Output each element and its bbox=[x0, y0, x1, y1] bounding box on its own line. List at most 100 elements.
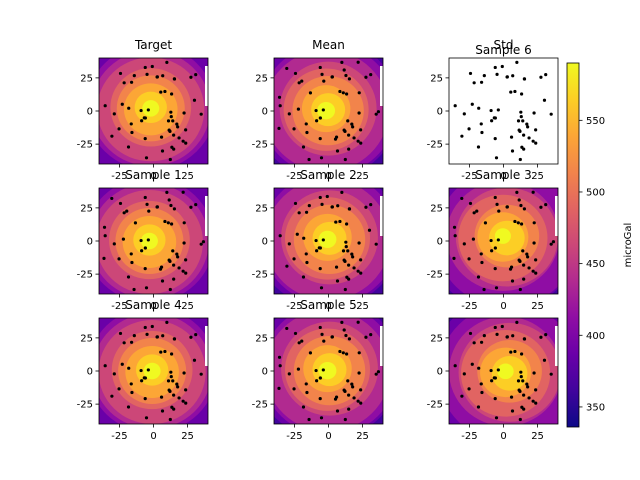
observation-point bbox=[194, 333, 198, 337]
observation-point bbox=[482, 287, 486, 292]
observation-point bbox=[343, 417, 347, 422]
observation-point bbox=[287, 372, 291, 376]
y-tick-label: -25 bbox=[252, 400, 268, 411]
observation-point bbox=[539, 335, 543, 339]
observation-point bbox=[472, 341, 476, 345]
observation-point bbox=[341, 249, 346, 253]
observation-point bbox=[519, 370, 523, 374]
observation-point bbox=[347, 207, 352, 211]
observation-point bbox=[297, 81, 301, 85]
edge-gap bbox=[380, 66, 383, 106]
observation-point bbox=[292, 387, 296, 391]
observation-point bbox=[321, 108, 325, 112]
observation-point bbox=[112, 372, 116, 376]
observation-point bbox=[359, 271, 363, 275]
x-tick-label: 25 bbox=[356, 301, 369, 312]
observation-point bbox=[176, 255, 180, 259]
observation-point bbox=[522, 277, 526, 281]
observation-point bbox=[351, 125, 355, 129]
y-tick-label: 25 bbox=[80, 73, 93, 84]
observation-point bbox=[343, 389, 347, 394]
observation-point bbox=[176, 125, 180, 129]
observation-point bbox=[357, 111, 361, 115]
observation-point bbox=[489, 108, 493, 113]
observation-point bbox=[302, 236, 306, 240]
observation-point bbox=[482, 334, 486, 338]
observation-point bbox=[189, 205, 193, 209]
observation-point bbox=[347, 393, 351, 397]
observation-point bbox=[495, 202, 499, 206]
observation-point bbox=[516, 221, 520, 225]
observation-point bbox=[278, 104, 282, 108]
panel-overlay-title: Sample 6 bbox=[475, 43, 531, 57]
y-tick-label: -25 bbox=[77, 140, 93, 151]
observation-point bbox=[518, 389, 522, 394]
observation-point bbox=[526, 125, 530, 129]
observation-point bbox=[369, 203, 373, 207]
observation-point bbox=[130, 130, 134, 135]
observation-point bbox=[171, 119, 175, 123]
observation-point bbox=[352, 136, 356, 140]
observation-point bbox=[321, 238, 325, 242]
x-tick-label: 0 bbox=[150, 301, 156, 312]
observation-point bbox=[140, 119, 144, 123]
observation-point bbox=[343, 259, 347, 264]
observation-point bbox=[315, 379, 319, 383]
contour-field bbox=[449, 318, 558, 424]
panel-title: Sample 1 bbox=[125, 168, 181, 182]
contour-field bbox=[274, 188, 383, 294]
observation-point bbox=[130, 260, 134, 265]
observation-point bbox=[143, 195, 147, 200]
observation-point bbox=[453, 104, 457, 108]
observation-point bbox=[460, 134, 464, 138]
observation-point bbox=[357, 351, 361, 355]
observation-point bbox=[143, 267, 147, 271]
observation-point bbox=[170, 145, 174, 149]
y-tick-label: 0 bbox=[87, 367, 93, 378]
observation-point bbox=[292, 127, 296, 131]
panel-title: Sample 2 bbox=[300, 168, 356, 182]
observation-point bbox=[500, 64, 504, 69]
observation-point bbox=[534, 128, 538, 132]
x-tick-label: 0 bbox=[500, 171, 506, 182]
observation-point bbox=[505, 205, 509, 209]
observation-point bbox=[122, 81, 126, 85]
y-tick-label: 0 bbox=[87, 107, 93, 118]
observation-point bbox=[493, 267, 497, 271]
observation-point bbox=[542, 98, 547, 102]
observation-point bbox=[510, 409, 515, 413]
observation-point bbox=[184, 271, 188, 275]
observation-point bbox=[374, 242, 378, 246]
observation-point bbox=[133, 221, 138, 225]
observation-point bbox=[351, 255, 355, 259]
colorbar-tick-label: 500 bbox=[586, 187, 605, 198]
observation-point bbox=[518, 287, 522, 292]
observation-point bbox=[129, 80, 134, 84]
observation-point bbox=[467, 387, 471, 391]
observation-point bbox=[468, 331, 473, 336]
observation-point bbox=[352, 396, 356, 400]
observation-point bbox=[544, 333, 548, 337]
observation-point bbox=[511, 74, 515, 78]
observation-point bbox=[330, 335, 334, 339]
observation-points bbox=[103, 320, 203, 422]
observation-point bbox=[168, 259, 172, 264]
contour-field bbox=[99, 58, 208, 164]
observation-point bbox=[165, 320, 169, 324]
observation-point bbox=[472, 211, 476, 215]
y-tick-label: -25 bbox=[427, 400, 443, 411]
x-tick-label: 0 bbox=[500, 431, 506, 442]
observation-point bbox=[531, 399, 535, 403]
observation-point bbox=[308, 351, 313, 355]
observation-point bbox=[110, 196, 114, 201]
observation-point bbox=[527, 396, 531, 400]
observation-point bbox=[125, 209, 129, 213]
observation-point bbox=[126, 145, 131, 149]
observation-point bbox=[319, 286, 324, 290]
observation-point bbox=[181, 399, 185, 403]
observation-point bbox=[159, 135, 164, 139]
observation-point bbox=[509, 350, 513, 354]
observation-point bbox=[122, 341, 126, 345]
observation-point bbox=[494, 416, 499, 420]
